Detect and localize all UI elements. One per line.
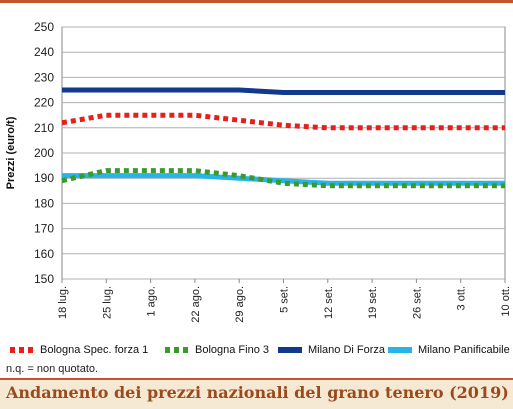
x-tick-label: 26 set. [411,286,423,319]
y-tick-label: 160 [34,247,54,261]
legend-swatch [10,347,34,353]
top-rule [0,0,513,3]
x-tick-label: 18 lug. [57,286,69,319]
y-tick-label: 250 [34,20,54,34]
legend-label: Milano Panificabile [418,344,510,356]
y-axis-label: Prezzi (euro/t) [5,116,17,189]
series-line-milano-panificabile [62,173,505,186]
legend-swatch [388,347,412,353]
series-line-bologna-spec-forza-1 [61,112,505,131]
chart-title: Andamento dei prezzi nazionali del grano… [6,383,509,402]
y-tick-label: 210 [34,121,54,135]
x-tick-label: 25 lug. [101,286,113,319]
x-tick-label: 22 ago. [190,286,202,323]
y-tick-label: 190 [34,171,54,185]
price-chart: 150 160 170 180 190 200 210 220 230 240 250 Prezzi … [5,20,512,323]
legend-item: Bologna Fino 3 [165,341,269,359]
legend-item: Milano Panificabile [388,341,510,359]
x-tick-label: 1 ago. [146,286,158,317]
series-line-bologna-fino-3 [61,168,505,189]
y-tick-label: 150 [34,272,54,286]
y-tick-label: 180 [34,196,54,210]
legend-swatch [165,347,189,353]
legend-swatch [278,347,302,353]
legend-label: Bologna Fino 3 [195,344,269,356]
legend-label: Bologna Spec. forza 1 [40,344,149,356]
y-tick-label: 240 [34,45,54,59]
footnote: n.q. = non quotato. [6,363,99,375]
x-tick-label: 12 set. [323,286,335,319]
title-bar: Andamento dei prezzi nazionali del grano… [0,378,513,409]
y-tick-label: 200 [34,146,54,160]
series-line-milano-di-forza [62,87,505,96]
legend-item: Bologna Spec. forza 1 [10,341,148,359]
x-tick-label: 29 ago. [234,286,246,323]
legend-label: Milano Di Forza [308,344,386,356]
x-tick-label: 3 ott. [456,286,468,310]
y-tick-label: 170 [34,222,54,236]
y-tick-label: 220 [34,96,54,110]
x-tick-label: 10 ott. [500,286,512,317]
y-tick-label: 230 [34,70,54,84]
x-tick-label: 19 set. [367,286,379,319]
legend-item: Milano Di Forza [278,341,385,359]
chart-legend: Bologna Spec. forza 1 Bologna Fino 3 Milan… [10,341,510,359]
x-tick-label: 5 set. [279,286,291,313]
